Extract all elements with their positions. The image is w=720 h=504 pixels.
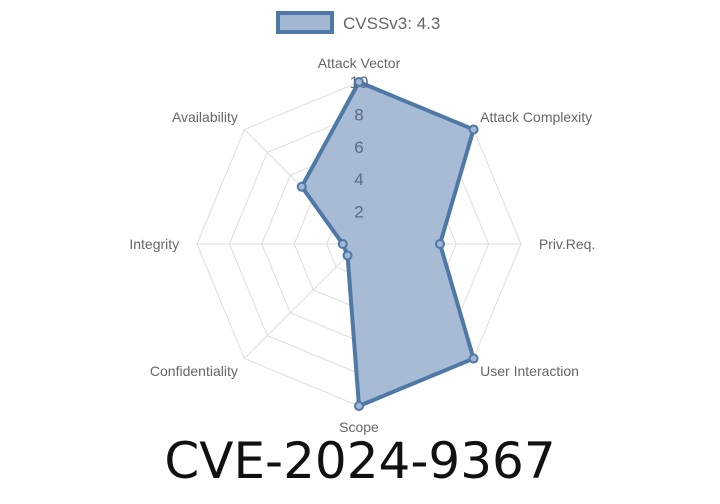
axis-label: Priv.Req. <box>539 236 596 252</box>
data-point <box>296 181 307 192</box>
axis-label: Attack Vector <box>318 55 401 71</box>
tick-label: 6 <box>354 138 363 157</box>
legend-label: CVSSv3: 4.3 <box>343 14 440 33</box>
tick-label: 4 <box>354 170 363 189</box>
axis-label: Scope <box>339 419 379 435</box>
axis-label: Confidentiality <box>150 363 238 379</box>
tick-label: 8 <box>354 105 363 124</box>
axis-label: User Interaction <box>480 363 579 379</box>
data-point <box>435 239 445 249</box>
axis-label: Integrity <box>129 236 179 252</box>
legend-swatch <box>276 11 334 34</box>
axis-label: Attack Complexity <box>480 109 592 125</box>
data-point <box>468 353 479 364</box>
data-point <box>468 124 479 135</box>
data-point <box>342 250 353 261</box>
tick-label: 2 <box>354 203 363 222</box>
data-point <box>354 401 364 411</box>
grid-spoke <box>244 243 360 359</box>
data-point <box>354 77 364 87</box>
page-title: CVE-2024-9367 <box>164 432 556 490</box>
data-point <box>337 239 348 249</box>
axis-label: Availability <box>172 109 238 125</box>
